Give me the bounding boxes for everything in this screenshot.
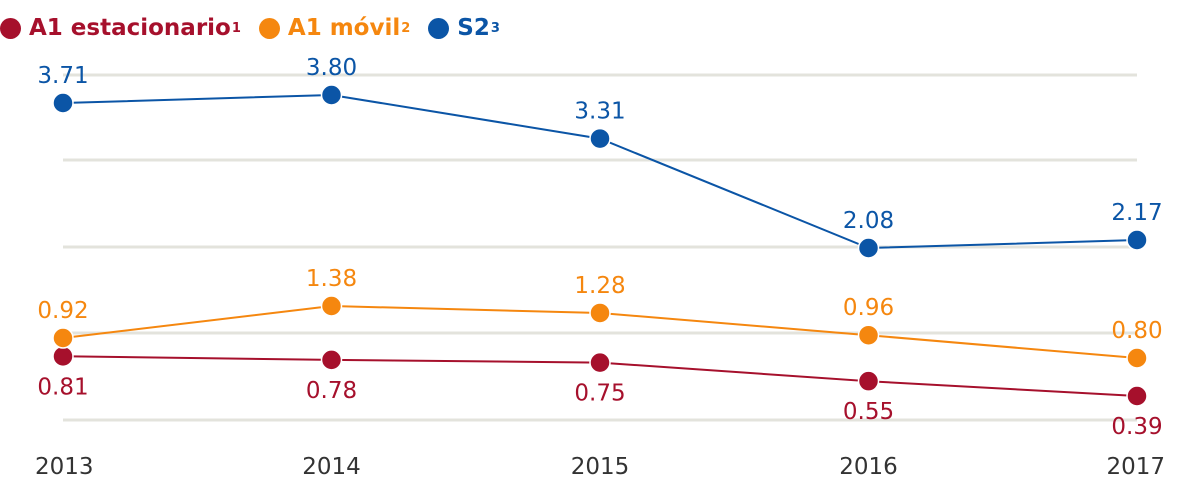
- data-label-a1-estacionario: 0.39: [1111, 414, 1162, 440]
- data-point-a1-movil[interactable]: [1126, 347, 1148, 369]
- data-point-s2[interactable]: [589, 127, 611, 150]
- legend-item-a1-movil[interactable]: A1 móvil 2: [258, 15, 411, 41]
- data-point-a1-estacionario[interactable]: [320, 349, 343, 371]
- legend-label-a1-movil: A1 móvil: [287, 15, 401, 41]
- data-label-s2: 2.08: [843, 208, 894, 234]
- data-point-s2[interactable]: [857, 237, 880, 259]
- legend-item-s2[interactable]: S2 3: [428, 15, 500, 41]
- legend-footnote-a1-movil: 2: [401, 20, 411, 36]
- x-tick-label: 2013: [35, 454, 94, 480]
- data-label-a1-movil: 1.28: [574, 273, 625, 299]
- data-label-s2: 3.31: [574, 99, 625, 125]
- gridlines: [63, 73, 1137, 422]
- data-point-a1-movil[interactable]: [589, 302, 611, 324]
- data-label-a1-estacionario: 0.78: [306, 378, 357, 404]
- legend-marker-s2: [428, 17, 450, 39]
- x-axis-ticks: 2013 2014 2015 2016 2017: [35, 454, 1165, 480]
- data-label-a1-estacionario: 0.81: [37, 374, 88, 400]
- data-label-a1-estacionario: 0.55: [843, 399, 894, 425]
- data-point-a1-movil[interactable]: [857, 324, 880, 346]
- data-labels: 0.81 0.78 0.75 0.55 0.39 0.92 1.38 1.28 0.96 0.80…: [37, 55, 1162, 440]
- data-point-a1-movil[interactable]: [320, 295, 343, 317]
- data-point-s2[interactable]: [1126, 229, 1148, 251]
- data-point-a1-estacionario[interactable]: [857, 370, 880, 392]
- legend-label-s2: S2: [457, 15, 490, 41]
- data-label-a1-movil: 0.92: [37, 298, 88, 324]
- data-label-a1-estacionario: 0.75: [574, 381, 625, 407]
- legend-marker-a1-movil: [258, 17, 280, 39]
- data-label-a1-movil: 0.80: [1111, 318, 1162, 344]
- legend-item-a1-estacionario[interactable]: A1 estacionario 1: [0, 15, 241, 41]
- data-point-a1-estacionario[interactable]: [1126, 385, 1148, 407]
- data-label-s2: 3.71: [37, 63, 88, 89]
- x-tick-label: 2015: [571, 454, 630, 480]
- data-points: [52, 84, 1148, 407]
- x-tick-label: 2017: [1106, 454, 1165, 480]
- legend-label-a1-estacionario: A1 estacionario: [29, 15, 231, 41]
- data-label-s2: 3.80: [306, 55, 357, 81]
- legend-footnote-s2: 3: [490, 20, 500, 36]
- data-label-a1-movil: 1.38: [306, 266, 357, 292]
- x-tick-label: 2016: [839, 454, 898, 480]
- data-point-a1-movil[interactable]: [52, 327, 74, 349]
- data-label-a1-movil: 0.96: [843, 295, 894, 321]
- legend: A1 estacionario 1 A1 móvil 2 S2 3: [0, 10, 518, 46]
- data-point-s2[interactable]: [320, 84, 343, 106]
- data-point-a1-estacionario[interactable]: [589, 351, 611, 374]
- legend-marker-a1-estacionario: [0, 17, 21, 39]
- data-label-s2: 2.17: [1111, 200, 1162, 226]
- data-point-a1-estacionario[interactable]: [52, 345, 74, 368]
- data-point-s2[interactable]: [52, 92, 74, 114]
- legend-footnote-a1-estacionario: 1: [231, 20, 241, 36]
- x-tick-label: 2014: [302, 454, 361, 480]
